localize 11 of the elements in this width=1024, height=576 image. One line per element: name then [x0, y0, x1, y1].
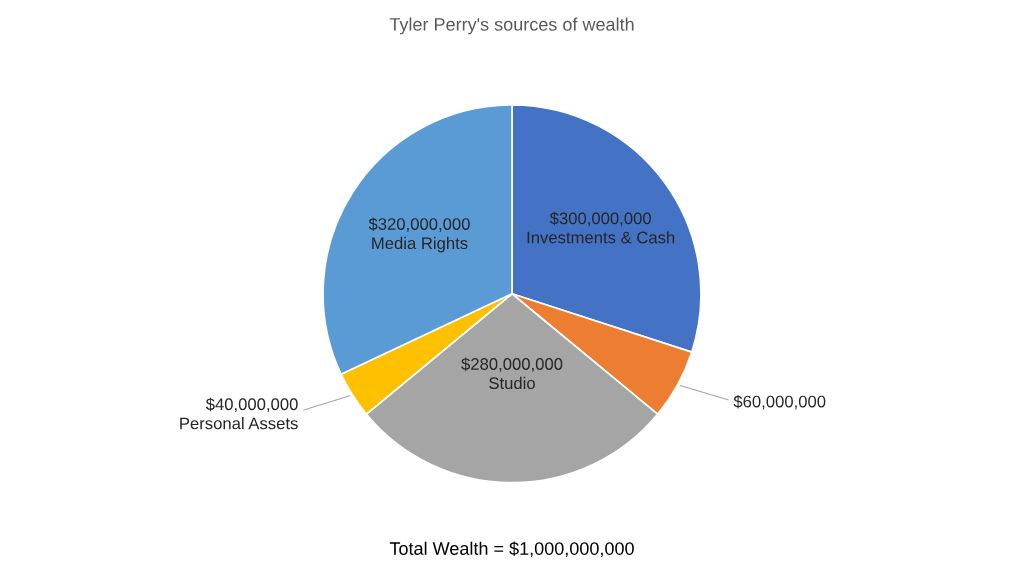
- slice-label: Personal Assets: [180, 417, 298, 430]
- slice-label: Investments & Cash: [527, 231, 675, 244]
- data-label: $300,000,000: [549, 211, 651, 227]
- data-label: $280,000,000: [461, 357, 563, 372]
- data-label: $40,000,000: [205, 397, 298, 413]
- slice-label: Media Rights: [372, 236, 468, 253]
- data-label: $60,000,000: [733, 394, 826, 410]
- chart-title: Tyler Perry's sources of wealth: [389, 17, 634, 35]
- slice-label: Studio: [489, 376, 535, 390]
- text: Total Wealth = $1,000,000,000: [389, 541, 634, 558]
- data-label: $320,000,000: [368, 217, 470, 232]
